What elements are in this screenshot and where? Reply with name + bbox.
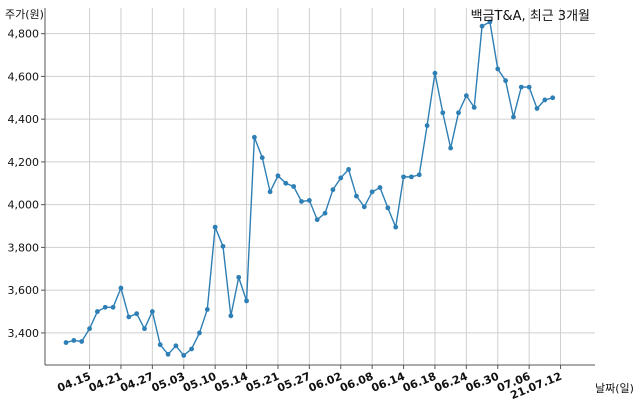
data-point xyxy=(165,351,171,357)
data-point xyxy=(330,187,336,193)
data-point xyxy=(149,309,155,314)
data-point xyxy=(416,172,422,178)
data-point xyxy=(369,189,375,195)
data-point xyxy=(142,326,147,332)
data-point xyxy=(322,210,328,216)
y-tick-label: 4,800 xyxy=(8,28,40,41)
data-point xyxy=(409,174,414,180)
data-point xyxy=(95,309,100,314)
x-axis-label: 날짜(일) xyxy=(595,381,634,395)
x-tick-labels: 04.1504.2104.2705.0305.1005.1405.2105.27… xyxy=(56,370,564,403)
data-point xyxy=(197,330,202,336)
data-point xyxy=(393,224,399,230)
data-point xyxy=(79,339,85,344)
data-point xyxy=(275,173,281,179)
y-tick-label: 4,600 xyxy=(8,70,40,83)
data-point xyxy=(346,166,351,172)
y-tick-label: 4,000 xyxy=(8,199,40,212)
data-point xyxy=(259,155,265,161)
data-point xyxy=(401,174,406,180)
data-point xyxy=(503,78,508,84)
data-point xyxy=(479,23,485,29)
data-point xyxy=(181,352,187,358)
data-point xyxy=(448,145,454,151)
data-point xyxy=(102,304,108,310)
data-point xyxy=(495,66,501,72)
data-point xyxy=(204,307,210,312)
data-point xyxy=(110,304,116,310)
data-point xyxy=(487,19,493,25)
grid xyxy=(45,8,595,365)
y-axis-label: 주가(원) xyxy=(5,8,44,21)
data-point xyxy=(252,134,257,140)
data-point xyxy=(189,346,195,352)
data-point xyxy=(267,189,273,195)
data-point xyxy=(299,199,304,204)
y-tick-label: 4,200 xyxy=(8,156,40,169)
data-point xyxy=(511,114,516,120)
data-point xyxy=(212,224,218,230)
data-point xyxy=(542,97,548,103)
data-point xyxy=(134,311,140,317)
data-point xyxy=(526,84,532,90)
data-point xyxy=(291,184,297,189)
data-point xyxy=(534,106,540,111)
data-point xyxy=(118,285,124,291)
data-point xyxy=(424,123,430,128)
data-point xyxy=(220,243,226,249)
data-point xyxy=(432,70,438,76)
y-tick-label: 3,600 xyxy=(8,284,40,297)
data-point xyxy=(361,204,367,210)
data-point xyxy=(306,197,312,203)
y-tick-label: 3,800 xyxy=(8,241,40,254)
data-point xyxy=(456,110,461,116)
data-point xyxy=(377,185,383,190)
data-point xyxy=(463,93,469,99)
data-point xyxy=(244,298,249,304)
data-point xyxy=(338,175,344,181)
data-point xyxy=(518,84,524,90)
chart-title: 백금T&A, 최근 3개월 xyxy=(471,9,590,24)
data-point xyxy=(63,340,69,345)
data-point xyxy=(71,338,77,343)
data-point xyxy=(87,326,92,332)
data-point xyxy=(126,314,132,320)
data-point xyxy=(385,205,391,211)
data-point xyxy=(283,180,289,186)
data-point xyxy=(236,274,242,280)
data-point xyxy=(228,313,234,319)
data-point xyxy=(471,105,477,110)
series xyxy=(63,19,556,358)
y-tick-label: 3,400 xyxy=(8,327,40,340)
y-tick-labels: 3,400 3,600 3,800 4,000 4,200 4,400 4,600 4,800 xyxy=(8,28,40,340)
data-point xyxy=(314,217,320,223)
y-tick-label: 4,400 xyxy=(8,113,40,126)
data-point xyxy=(157,342,163,348)
data-point xyxy=(354,193,359,199)
data-point xyxy=(173,343,179,349)
axes xyxy=(41,8,595,369)
data-point xyxy=(550,95,556,101)
data-point xyxy=(440,110,446,116)
